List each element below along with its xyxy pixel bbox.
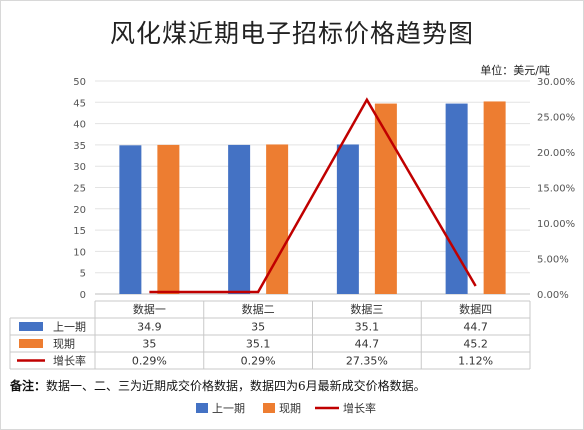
growth-line	[149, 97, 477, 294]
category-label: 数据一	[133, 302, 166, 316]
table-legend-key	[19, 339, 43, 348]
y-right-tick-label: 25.00%	[537, 113, 575, 124]
table-cell-value: 35	[251, 321, 265, 334]
y-right-tick-label: 5.00%	[537, 255, 569, 266]
table-series-name: 上一期	[53, 321, 86, 334]
footnote-label: 备注：	[10, 379, 47, 393]
table-cell-value: 45.2	[463, 338, 488, 351]
category-label: 数据四	[459, 302, 492, 316]
bar-previous	[336, 144, 359, 294]
y-left-tick-label: 35	[73, 141, 86, 152]
legend-key	[196, 403, 208, 413]
table-cell-value: 1.12%	[458, 355, 493, 368]
y-left-tick-label: 15	[73, 226, 86, 237]
bar-current	[374, 103, 397, 294]
y-left-tick-label: 0	[80, 290, 86, 301]
y-left-tick-label: 30	[73, 162, 86, 173]
y-right-tick-label: 0.00%	[537, 290, 569, 301]
chart-title: 风化煤近期电子招标价格趋势图	[109, 19, 474, 48]
legend-key	[263, 403, 275, 413]
table-cell-value: 34.9	[137, 321, 162, 334]
y-right-tick-label: 15.00%	[537, 184, 575, 195]
table-cell-value: 0.29%	[241, 355, 276, 368]
y-axis-left: 0 5 10 15 20 25 30 35 40 45 50	[73, 77, 86, 301]
bar-current	[266, 144, 289, 294]
footnote: 备注：数据一、二、三为近期成交价格数据，数据四为6月最新成交价格数据。	[10, 377, 426, 394]
legend-label: 增长率	[343, 401, 376, 415]
y-right-tick-label: 20.00%	[537, 148, 575, 159]
bar-previous	[119, 145, 142, 294]
table-legend-key	[19, 322, 43, 331]
legend: 上一期 现期 增长率	[196, 401, 376, 415]
table-cell-value: 35	[142, 338, 156, 351]
unit-label: 单位：美元/吨	[480, 64, 550, 77]
y-left-tick-label: 10	[73, 247, 86, 258]
footnote-text: 数据一、二、三为近期成交价格数据，数据四为6月最新成交价格数据。	[46, 379, 426, 393]
y-left-tick-label: 20	[73, 205, 86, 216]
table-cell-value: 44.7	[355, 338, 380, 351]
table-cell-value: 35.1	[246, 338, 271, 351]
legend-label: 现期	[279, 402, 301, 415]
y-left-tick-label: 40	[73, 120, 86, 131]
y-left-tick-label: 5	[80, 269, 86, 280]
bar-current	[157, 144, 180, 294]
y-axis-right: 0.00% 5.00% 10.00% 15.00% 20.00% 25.00% 30.00%	[537, 77, 575, 301]
category-label: 数据二	[242, 302, 275, 316]
y-left-tick-label: 50	[73, 77, 86, 88]
table-cell-value: 0.29%	[132, 355, 167, 368]
bar-previous	[228, 144, 251, 294]
y-left-tick-label: 25	[73, 184, 86, 195]
growth-rate-line	[149, 97, 477, 294]
y-left-tick-label: 45	[73, 98, 86, 109]
table-cell-value: 27.35%	[346, 355, 388, 368]
y-right-tick-label: 30.00%	[537, 77, 575, 88]
legend-label: 上一期	[212, 402, 245, 415]
table-series-name: 增长率	[53, 354, 86, 368]
y-right-tick-label: 10.00%	[537, 219, 575, 230]
table-cell-value: 44.7	[463, 321, 488, 334]
category-label: 数据三	[350, 302, 383, 316]
table-series-name: 现期	[53, 338, 75, 351]
table-cell-value: 35.1	[355, 321, 380, 334]
bar-current	[483, 101, 506, 294]
